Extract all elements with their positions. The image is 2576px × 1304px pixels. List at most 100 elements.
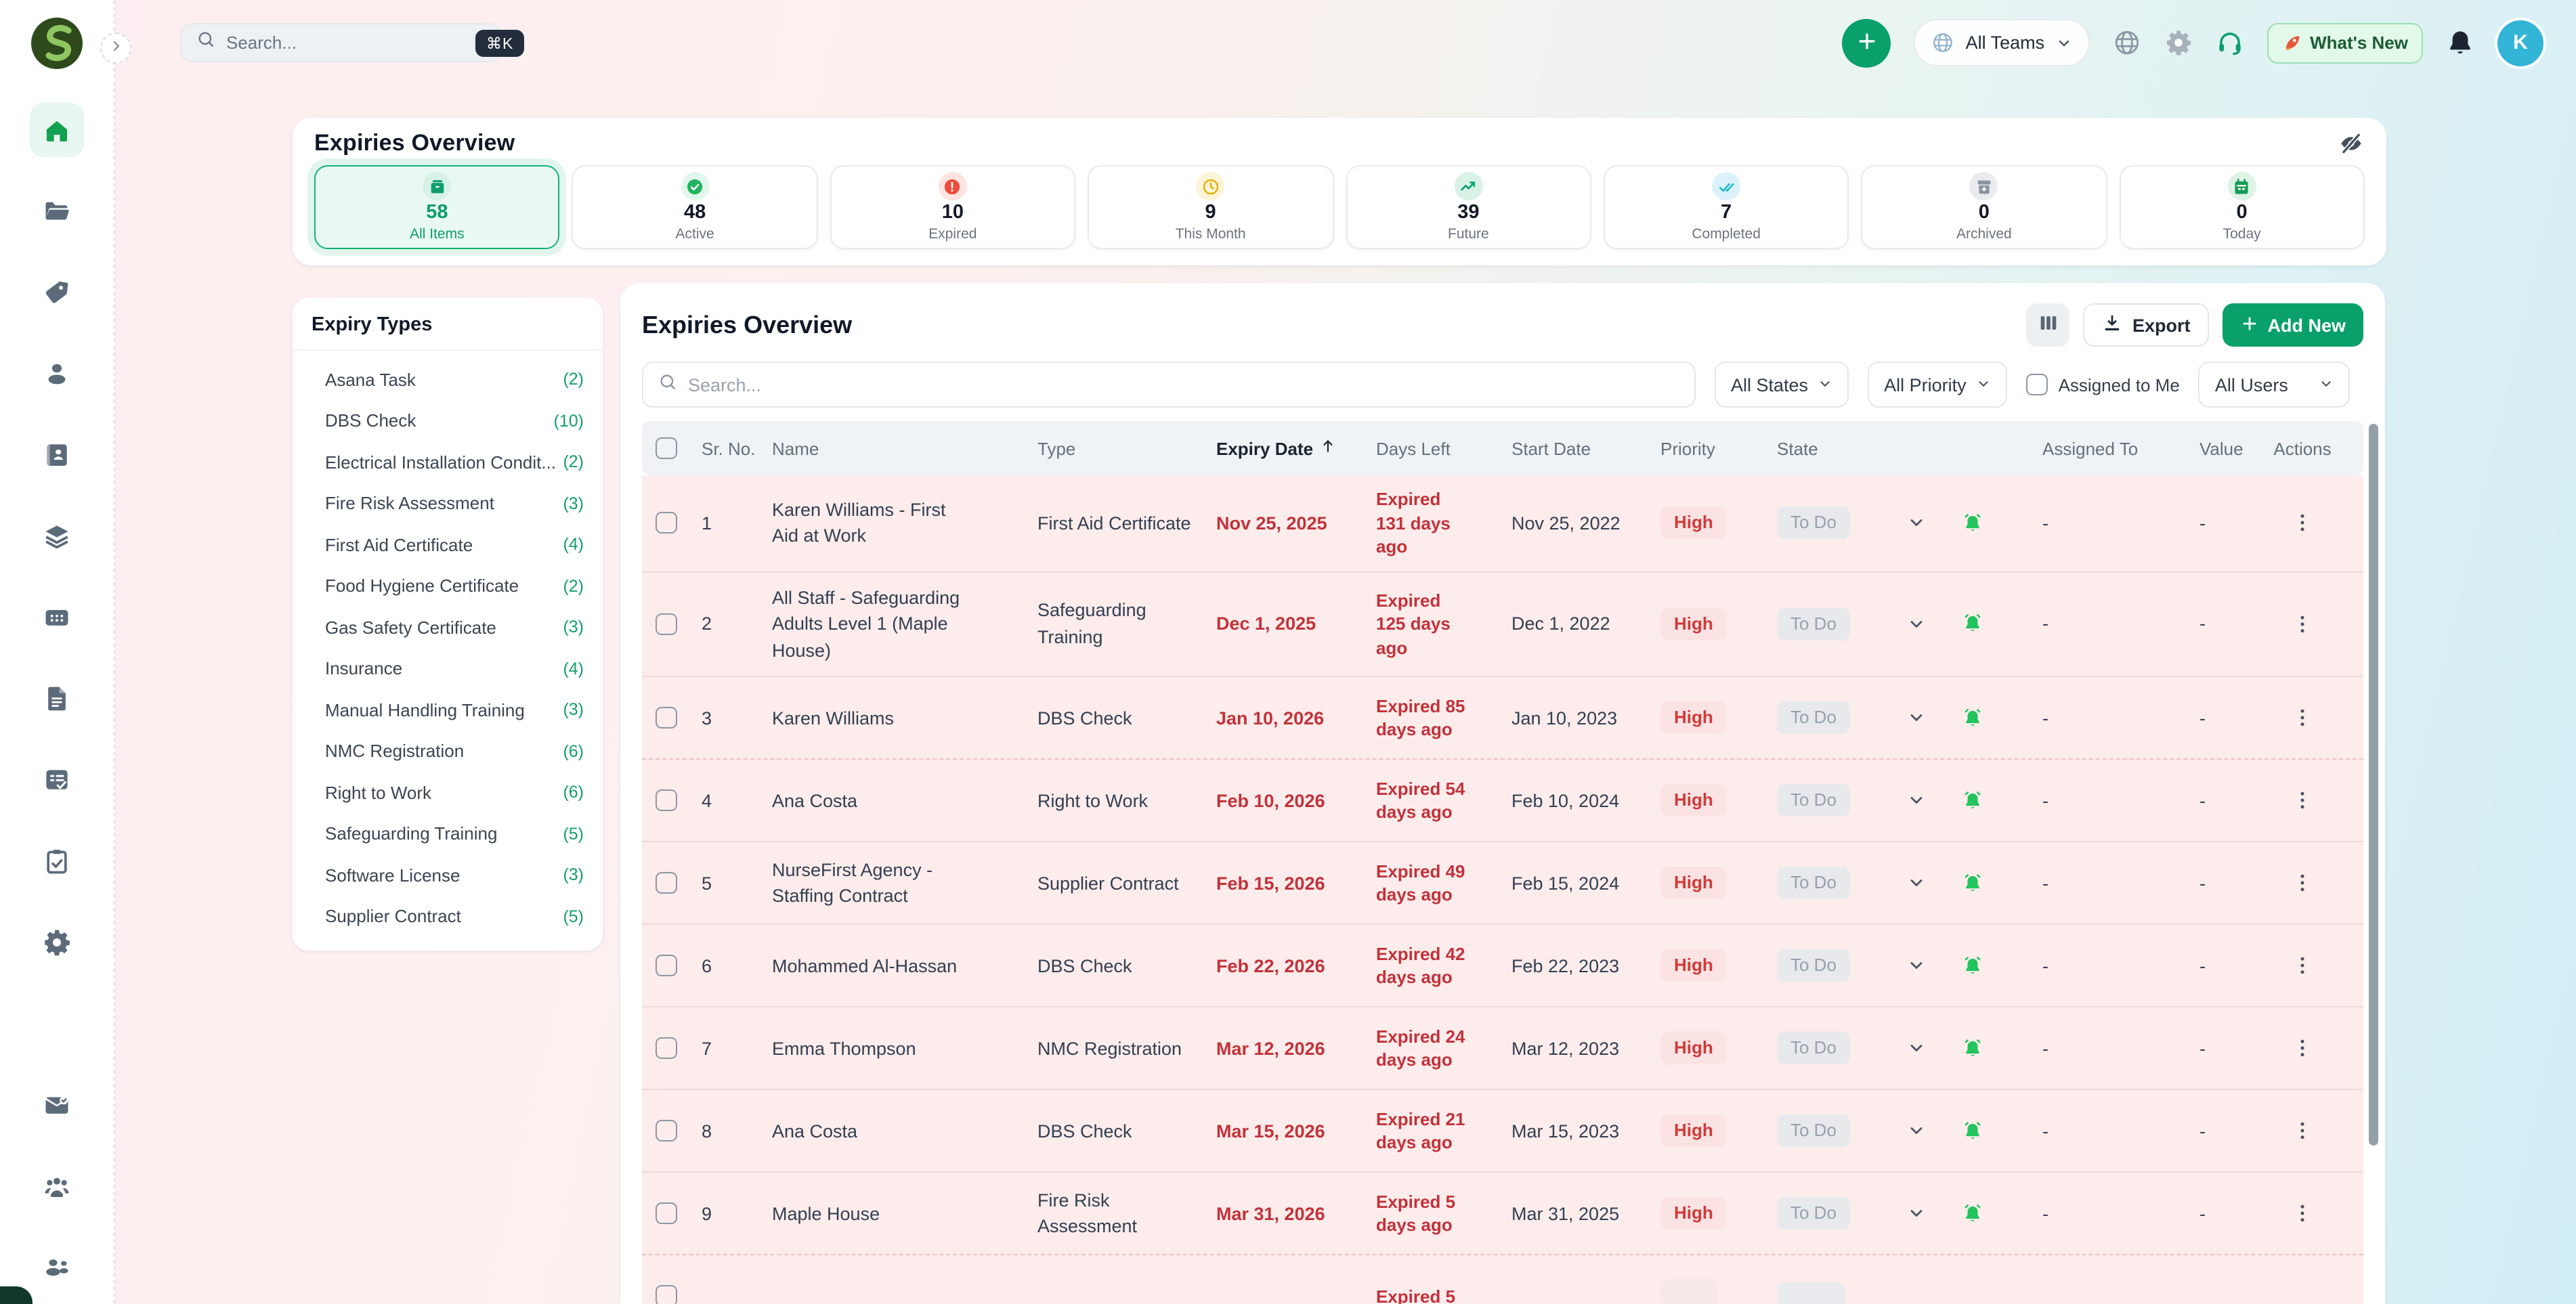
state-chevron-down-icon[interactable] bbox=[1907, 791, 1926, 810]
table-row[interactable]: 4 Ana Costa Right to Work Feb 10, 2026 Expir… bbox=[642, 758, 2363, 842]
stat-card-this-month[interactable]: 9 This Month bbox=[1088, 165, 1333, 249]
settings-button[interactable] bbox=[2164, 28, 2192, 57]
global-search-input[interactable] bbox=[226, 32, 465, 53]
column-header-type[interactable]: Type bbox=[1037, 438, 1076, 458]
sidebar-item-checklist[interactable] bbox=[30, 753, 84, 807]
row-actions-menu[interactable] bbox=[2290, 789, 2315, 813]
sidebar-item-folder[interactable] bbox=[30, 184, 84, 238]
table-search-input[interactable] bbox=[688, 374, 1679, 395]
row-checkbox[interactable] bbox=[656, 613, 677, 635]
assigned-to-me-checkbox[interactable] bbox=[2025, 374, 2048, 395]
sidebar-item-mail-check[interactable] bbox=[30, 1078, 84, 1132]
column-settings-button[interactable] bbox=[2026, 303, 2070, 347]
state-chevron-down-icon[interactable] bbox=[1907, 514, 1926, 533]
stat-card-completed[interactable]: 7 Completed bbox=[1603, 165, 1849, 249]
expiry-type-manual-handling-training[interactable]: Manual Handling Training (3) bbox=[293, 689, 603, 731]
add-new-button[interactable]: Add New bbox=[2223, 303, 2363, 347]
table-row[interactable]: 8 Ana Costa DBS Check Mar 15, 2026 Expired 2… bbox=[642, 1089, 2363, 1172]
reminder-bell-icon[interactable] bbox=[1961, 1120, 1984, 1143]
sidebar-item-document[interactable] bbox=[30, 672, 84, 726]
reminder-bell-icon[interactable] bbox=[1961, 613, 1984, 636]
table-row[interactable]: 7 Emma Thompson NMC Registration Mar 12, 20… bbox=[642, 1006, 2363, 1089]
expiry-type-first-aid-certificate[interactable]: First Aid Certificate (4) bbox=[293, 524, 603, 565]
state-chevron-down-icon[interactable] bbox=[1907, 1122, 1926, 1141]
user-avatar[interactable]: K bbox=[2497, 20, 2543, 66]
row-checkbox[interactable] bbox=[656, 1037, 677, 1060]
expiry-type-dbs-check[interactable]: DBS Check (10) bbox=[293, 400, 603, 441]
sidebar-expand-button[interactable] bbox=[100, 32, 131, 64]
state-chevron-down-icon[interactable] bbox=[1907, 615, 1926, 634]
assigned-to-me-filter[interactable]: Assigned to Me bbox=[2025, 374, 2180, 395]
row-actions-menu[interactable] bbox=[2290, 954, 2315, 978]
whats-new-button[interactable]: What's New bbox=[2267, 22, 2423, 63]
row-actions-menu[interactable] bbox=[2290, 511, 2315, 536]
column-header-days-left[interactable]: Days Left bbox=[1376, 438, 1451, 458]
expiry-type-electrical-installation-condit-[interactable]: Electrical Installation Condit... (2) bbox=[293, 441, 603, 483]
row-actions-menu[interactable] bbox=[2290, 871, 2315, 896]
sidebar-item-user[interactable] bbox=[30, 347, 84, 401]
notifications-button[interactable] bbox=[2446, 28, 2474, 57]
priority-filter-dropdown[interactable]: All Priority bbox=[1868, 362, 2007, 408]
reminder-bell-icon[interactable] bbox=[1961, 707, 1984, 730]
column-header-name[interactable]: Name bbox=[772, 438, 819, 458]
state-chevron-down-icon[interactable] bbox=[1907, 957, 1926, 976]
states-filter-dropdown[interactable]: All States bbox=[1715, 362, 1849, 408]
expiry-type-food-hygiene-certificate[interactable]: Food Hygiene Certificate (2) bbox=[293, 565, 603, 607]
stat-card-today[interactable]: 0 Today bbox=[2119, 165, 2365, 249]
expiry-type-safeguarding-training[interactable]: Safeguarding Training (5) bbox=[293, 813, 603, 854]
row-actions-menu[interactable] bbox=[2290, 1202, 2315, 1226]
row-actions-menu[interactable] bbox=[2290, 1119, 2315, 1144]
export-button[interactable]: Export bbox=[2083, 303, 2210, 347]
hide-stats-button[interactable] bbox=[2338, 130, 2365, 157]
table-row[interactable]: 1 Karen Williams - First Aid at Work First… bbox=[642, 475, 2363, 571]
state-chevron-down-icon[interactable] bbox=[1907, 874, 1926, 893]
sidebar-item-users[interactable] bbox=[30, 1240, 84, 1295]
stat-card-archived[interactable]: 0 Archived bbox=[1861, 165, 2107, 249]
row-checkbox[interactable] bbox=[656, 789, 677, 812]
table-row[interactable]: 9 Maple House Fire Risk Assessment Mar 31, … bbox=[642, 1171, 2363, 1255]
expiry-type-gas-safety-certificate[interactable]: Gas Safety Certificate (3) bbox=[293, 607, 603, 648]
row-checkbox[interactable] bbox=[656, 1285, 677, 1304]
expiry-type-insurance[interactable]: Insurance (4) bbox=[293, 648, 603, 689]
app-logo-icon[interactable] bbox=[30, 16, 84, 70]
column-header-priority[interactable]: Priority bbox=[1660, 438, 1715, 458]
row-checkbox[interactable] bbox=[656, 1202, 677, 1225]
expiry-type-nmc-registration[interactable]: NMC Registration (6) bbox=[293, 731, 603, 772]
reminder-bell-icon[interactable] bbox=[1961, 512, 1984, 535]
select-all-checkbox[interactable] bbox=[656, 437, 677, 459]
reminder-bell-icon[interactable] bbox=[1961, 1202, 1984, 1225]
create-new-button[interactable] bbox=[1842, 18, 1891, 67]
state-chevron-down-icon[interactable] bbox=[1907, 709, 1926, 728]
language-button[interactable] bbox=[2112, 28, 2141, 57]
table-scrollbar[interactable] bbox=[2369, 424, 2378, 1146]
expiry-type-right-to-work[interactable]: Right to Work (6) bbox=[293, 772, 603, 813]
row-checkbox[interactable] bbox=[656, 512, 677, 534]
expiry-type-fire-risk-assessment[interactable]: Fire Risk Assessment (3) bbox=[293, 483, 603, 524]
sidebar-item-keypad[interactable] bbox=[30, 590, 84, 645]
row-checkbox[interactable] bbox=[656, 872, 677, 894]
table-row[interactable]: 2 All Staff - Safeguarding Adults Level 1… bbox=[642, 571, 2363, 676]
stat-card-expired[interactable]: 10 Expired bbox=[830, 165, 1076, 249]
reminder-bell-icon[interactable] bbox=[1961, 1037, 1984, 1060]
row-actions-menu[interactable] bbox=[2290, 612, 2315, 636]
column-header-value[interactable]: Value bbox=[2199, 438, 2244, 458]
sidebar-item-id-card[interactable] bbox=[30, 428, 84, 482]
users-filter-dropdown[interactable]: All Users bbox=[2198, 362, 2350, 408]
state-chevron-down-icon[interactable] bbox=[1907, 1039, 1926, 1058]
sidebar-item-layers[interactable] bbox=[30, 509, 84, 563]
expiry-type-asana-task[interactable]: Asana Task (2) bbox=[293, 359, 603, 400]
column-header-sr-no-[interactable]: Sr. No. bbox=[702, 438, 756, 458]
row-checkbox[interactable] bbox=[656, 1120, 677, 1142]
row-checkbox[interactable] bbox=[656, 955, 677, 977]
sidebar-item-home[interactable] bbox=[30, 103, 84, 157]
row-actions-menu[interactable] bbox=[2290, 706, 2315, 731]
row-checkbox[interactable] bbox=[656, 707, 677, 729]
state-chevron-down-icon[interactable] bbox=[1907, 1204, 1926, 1223]
column-header-actions[interactable]: Actions bbox=[2273, 438, 2332, 458]
sidebar-item-bell[interactable] bbox=[30, 997, 84, 1051]
team-selector[interactable]: All Teams bbox=[1914, 19, 2090, 66]
reminder-bell-icon[interactable] bbox=[1961, 789, 1984, 812]
table-row[interactable]: Expired 5 bbox=[642, 1254, 2363, 1304]
column-header-state[interactable]: State bbox=[1777, 438, 1818, 458]
stat-card-future[interactable]: 39 Future bbox=[1346, 165, 1591, 249]
